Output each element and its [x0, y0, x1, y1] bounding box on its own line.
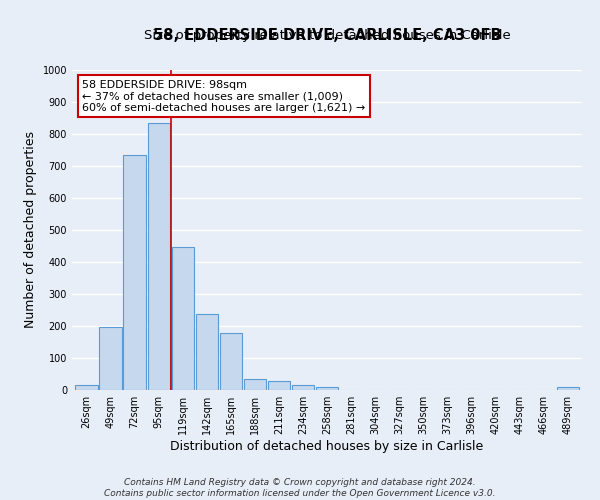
Bar	[100, 328, 122, 390]
Text: 58 EDDERSIDE DRIVE: 98sqm
← 37% of detached houses are smaller (1,009)
60% of se: 58 EDDERSIDE DRIVE: 98sqm ← 37% of detac…	[82, 80, 365, 113]
Bar	[557, 387, 578, 390]
Bar	[244, 379, 266, 390]
Bar	[268, 382, 290, 390]
Y-axis label: Number of detached properties: Number of detached properties	[24, 132, 37, 328]
Bar	[316, 388, 338, 390]
X-axis label: Distribution of detached houses by size in Carlisle: Distribution of detached houses by size …	[170, 440, 484, 453]
Bar	[196, 314, 218, 390]
Bar	[148, 123, 170, 390]
Title: Size of property relative to detached houses in Carlisle: Size of property relative to detached ho…	[143, 30, 511, 43]
Bar	[292, 385, 314, 390]
Text: 58, EDDERSIDE DRIVE, CARLISLE, CA3 0FB: 58, EDDERSIDE DRIVE, CARLISLE, CA3 0FB	[152, 28, 502, 43]
Bar	[76, 385, 98, 390]
Bar	[220, 334, 242, 390]
Bar	[172, 247, 194, 390]
Bar	[124, 155, 146, 390]
Text: Contains HM Land Registry data © Crown copyright and database right 2024.
Contai: Contains HM Land Registry data © Crown c…	[104, 478, 496, 498]
